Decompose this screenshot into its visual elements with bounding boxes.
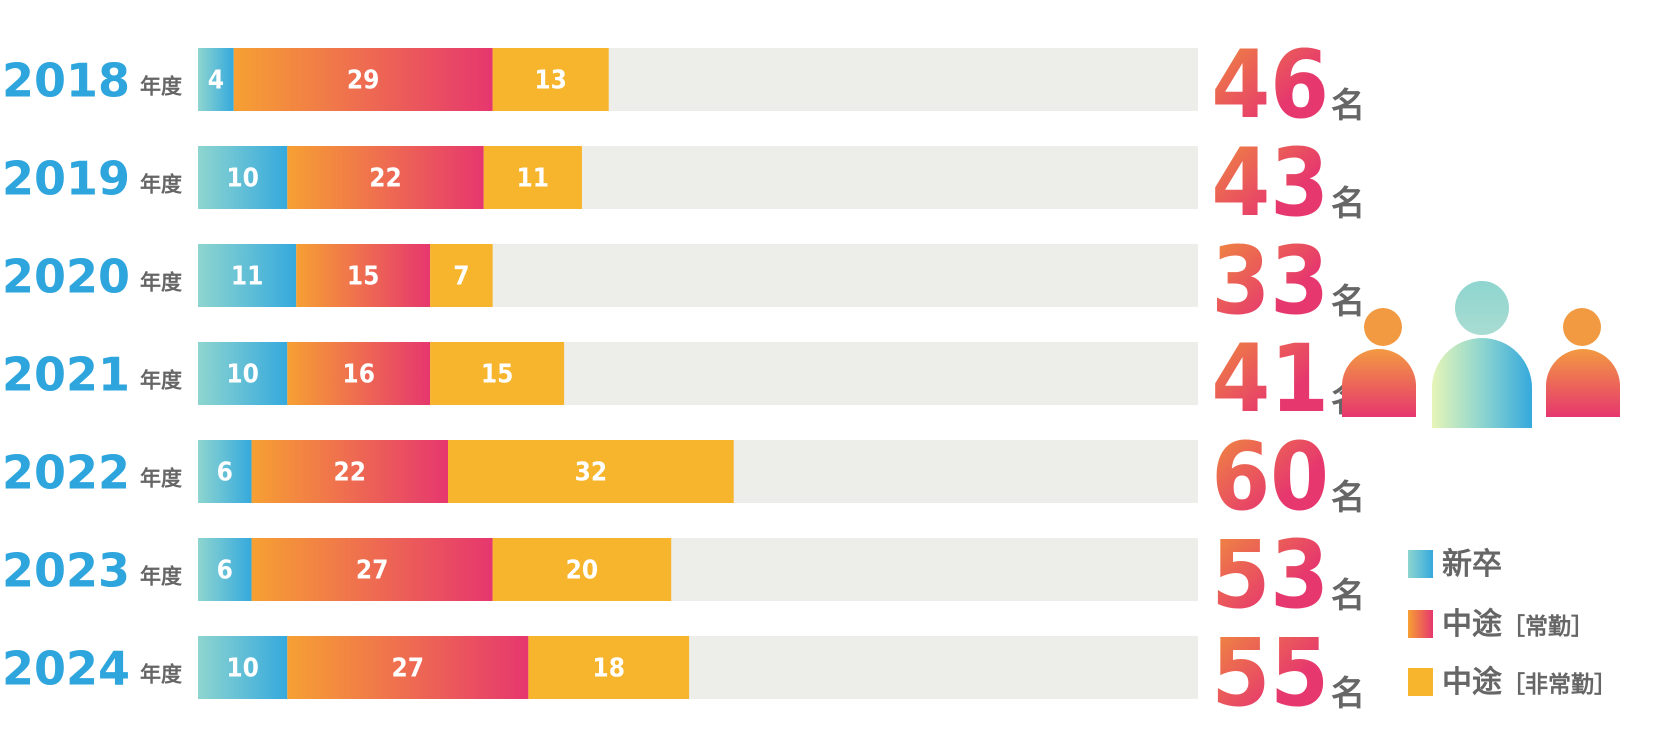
year-label-2022: 2022 xyxy=(2,446,130,500)
total-unit-2024: 名 xyxy=(1331,674,1365,714)
year-suffix-2019: 年度 xyxy=(140,173,182,197)
year-suffix-2022: 年度 xyxy=(140,467,182,491)
segment-label-shinsotsu-2022: 6 xyxy=(217,458,233,488)
year-suffix-2018: 年度 xyxy=(140,75,182,99)
total-value-2024: 55 xyxy=(1211,619,1329,728)
bar-segment-shinsotsu-2018 xyxy=(198,48,234,111)
legend-chuto-2: 中途 xyxy=(1442,665,1503,700)
segment-label-chuto-jokin-2020: 15 xyxy=(347,262,380,292)
legend-jokin: ［常勤］ xyxy=(1502,613,1594,640)
bar-segment-shinsotsu-2020 xyxy=(198,244,297,307)
year-label-2018: 2018 xyxy=(2,54,130,108)
total-value-2023: 53 xyxy=(1211,521,1329,630)
legend: 新卒 中途［常勤］ 中途［非常勤］ xyxy=(1408,547,1617,700)
total-unit-2020: 名 xyxy=(1331,282,1365,322)
total-unit-2019: 名 xyxy=(1331,184,1365,224)
year-label-2021: 2021 xyxy=(2,348,130,402)
segment-label-shinsotsu-2018: 4 xyxy=(208,66,224,96)
legend-swatch-chuto-hijokin xyxy=(1408,668,1433,696)
legend-swatch-shinsotsu xyxy=(1408,550,1433,578)
legend-item-chuto-jokin: 中途［常勤］ xyxy=(1408,607,1594,642)
bar-segment-shinsotsu-2019 xyxy=(198,146,288,209)
legend-hijokin: ［非常勤］ xyxy=(1502,671,1617,698)
legend-label-shinsotsu: 新卒 xyxy=(1442,547,1502,582)
year-label-2019: 2019 xyxy=(2,152,130,206)
year-suffix-2023: 年度 xyxy=(140,565,182,589)
bar-segment-chuto-hijokin-2022 xyxy=(448,440,734,503)
total-value-2019: 43 xyxy=(1211,129,1329,238)
bar-segment-chuto-jokin-2019 xyxy=(287,146,484,209)
legend-swatch-chuto-jokin xyxy=(1408,610,1433,638)
segment-label-chuto-hijokin-2023: 20 xyxy=(566,556,599,586)
total-value-2022: 60 xyxy=(1211,423,1329,532)
segment-label-shinsotsu-2019: 10 xyxy=(226,164,259,194)
bar-row-2019: 2019 年度 10 22 11 43 名 xyxy=(2,129,1365,238)
bar-segment-shinsotsu-2021 xyxy=(198,342,288,405)
segment-label-chuto-jokin-2024: 27 xyxy=(392,654,425,684)
segment-label-chuto-hijokin-2018: 13 xyxy=(534,66,567,96)
year-label-2020: 2020 xyxy=(2,250,130,304)
bar-segment-chuto-jokin-2023 xyxy=(251,538,493,601)
bar-row-2024: 2024 年度 10 27 18 55 名 xyxy=(2,619,1365,728)
segment-label-chuto-hijokin-2019: 11 xyxy=(517,164,550,194)
segment-label-shinsotsu-2020: 11 xyxy=(231,262,264,292)
bar-row-2018: 2018 年度 4 29 13 46 名 xyxy=(2,31,1365,140)
segment-label-shinsotsu-2023: 6 xyxy=(217,556,233,586)
bar-row-2021: 2021年度10161541名 xyxy=(2,325,1365,434)
year-label-2023: 2023 xyxy=(2,544,130,598)
bar-segment-shinsotsu-2022 xyxy=(198,440,252,503)
bar-row-2022: 2022 年度 6 22 32 60 名 xyxy=(2,423,1365,532)
bar-segment-chuto-hijokin-2023 xyxy=(492,538,672,601)
legend-label-chuto-jokin: 中途［常勤］ xyxy=(1442,607,1594,642)
year-suffix-2020: 年度 xyxy=(140,271,182,295)
total-value-2020: 33 xyxy=(1211,227,1329,336)
segment-label-chuto-jokin-2018: 29 xyxy=(347,66,380,96)
bar-segment-chuto-jokin-2020 xyxy=(296,244,431,307)
bar-segment-chuto-hijokin-2021 xyxy=(430,342,565,405)
year-label-2024: 2024 xyxy=(2,642,130,696)
year-suffix-2024: 年度 xyxy=(140,663,182,687)
bar-row-2020: 2020 年度 11 15 7 33 名 xyxy=(2,227,1365,336)
bar-segment-shinsotsu-2024 xyxy=(198,636,288,699)
segment-label-shinsotsu-2021: 10 xyxy=(226,360,259,390)
segment-label-chuto-jokin-2019: 22 xyxy=(369,164,402,194)
legend-label-chuto-hijokin: 中途［非常勤］ xyxy=(1442,665,1617,700)
bar-segment-chuto-jokin-2021 xyxy=(287,342,431,405)
year-suffix-2021: 年度 xyxy=(140,369,182,393)
people-group-icon xyxy=(1342,281,1620,428)
total-unit-2023: 名 xyxy=(1331,576,1365,616)
bar-segment-chuto-hijokin-2020 xyxy=(430,244,493,307)
bar-segment-chuto-hijokin-2018 xyxy=(492,48,609,111)
bar-segment-shinsotsu-2023 xyxy=(198,538,252,601)
segment-label-chuto-hijokin-2024: 18 xyxy=(592,654,625,684)
segment-label-chuto-hijokin-2021: 15 xyxy=(481,360,514,390)
bar-row-2023: 2023 年度 6 27 20 53 名 xyxy=(2,521,1365,630)
segment-label-chuto-hijokin-2022: 32 xyxy=(575,458,608,488)
legend-item-shinsotsu: 新卒 xyxy=(1408,547,1502,582)
bar-segment-chuto-jokin-2024 xyxy=(287,636,529,699)
total-value-2021: 41 xyxy=(1211,325,1329,434)
segment-label-chuto-jokin-2022: 22 xyxy=(334,458,367,488)
segment-label-shinsotsu-2024: 10 xyxy=(226,654,259,684)
bar-segment-chuto-jokin-2022 xyxy=(251,440,448,503)
segment-label-chuto-hijokin-2020: 7 xyxy=(453,262,469,292)
total-unit-2018: 名 xyxy=(1331,86,1365,126)
segment-label-chuto-jokin-2023: 27 xyxy=(356,556,389,586)
bar-segment-chuto-hijokin-2024 xyxy=(528,636,690,699)
total-unit-2022: 名 xyxy=(1331,478,1365,518)
bar-segment-chuto-jokin-2018 xyxy=(233,48,493,111)
legend-chuto: 中途 xyxy=(1442,607,1503,642)
segment-label-chuto-jokin-2021: 16 xyxy=(342,360,375,390)
total-value-2018: 46 xyxy=(1211,31,1329,140)
legend-item-chuto-hijokin: 中途［非常勤］ xyxy=(1408,665,1617,700)
bar-segment-chuto-hijokin-2019 xyxy=(483,146,582,209)
